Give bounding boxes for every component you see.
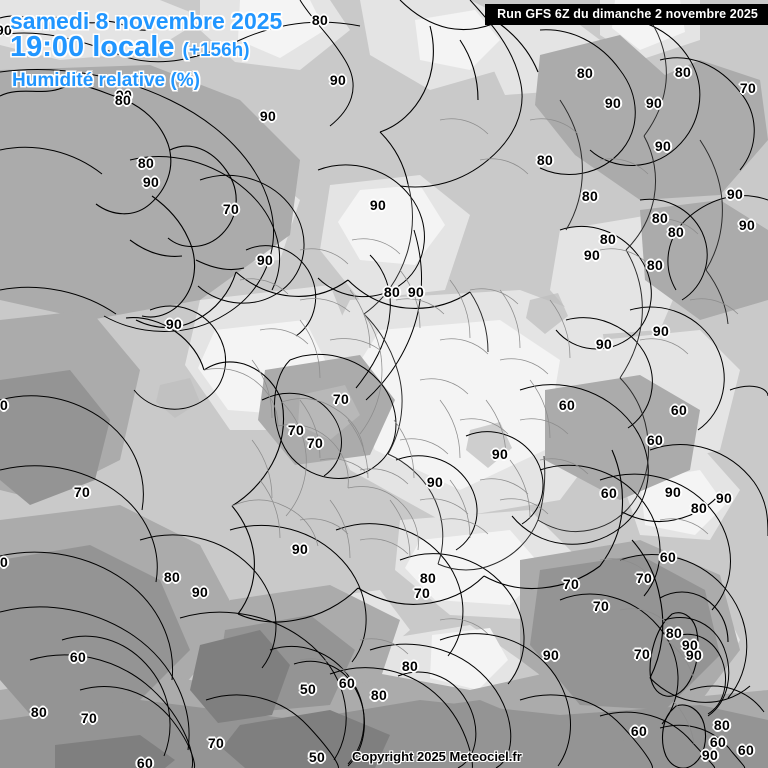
- contour-label: 80: [137, 155, 155, 171]
- forecast-lead-time: (+156h): [182, 40, 250, 61]
- contour-label: 80: [419, 570, 437, 586]
- contour-label: 90: [291, 541, 309, 557]
- contour-label: 70: [73, 484, 91, 500]
- copyright-notice: Copyright 2025 Meteociel.fr: [352, 749, 522, 764]
- contour-label: 50: [308, 749, 326, 765]
- contour-label: 80: [370, 687, 388, 703]
- contour-label: 90: [583, 247, 601, 263]
- contour-label: 90: [259, 108, 277, 124]
- country-border-paths: [363, 19, 729, 571]
- contour-label: 80: [576, 65, 594, 81]
- contour-label: 70: [207, 735, 225, 751]
- contour-label: 60: [659, 549, 677, 565]
- contour-label: 70: [635, 570, 653, 586]
- contour-label: 70: [80, 710, 98, 726]
- contour-label: 80: [536, 152, 554, 168]
- contour-label: 80: [30, 704, 48, 720]
- contour-label: 60: [558, 397, 576, 413]
- contour-label: 70: [222, 201, 240, 217]
- contour-label: 90: [701, 747, 719, 763]
- forecast-time-label: 19:00 locale (+156h): [10, 31, 250, 64]
- contour-label: 60: [69, 649, 87, 665]
- contour-label: 90: [115, 87, 133, 103]
- contour-label: 90: [604, 95, 622, 111]
- contour-label: 0: [0, 554, 9, 570]
- model-run-banner: Run GFS 6Z du dimanche 2 novembre 2025: [485, 4, 768, 25]
- contour-label: 60: [630, 723, 648, 739]
- forecast-time-text: 19:00 locale: [10, 31, 175, 63]
- contour-label: 80: [713, 717, 731, 733]
- contour-label: 80: [646, 257, 664, 273]
- parameter-label: Humidité relative (%): [12, 70, 200, 91]
- contour-label: 80: [401, 658, 419, 674]
- contour-label: 80: [674, 64, 692, 80]
- contour-label: 90: [664, 484, 682, 500]
- contour-label: 80: [581, 188, 599, 204]
- forecast-date-label: samedi 8 novembre 2025: [10, 8, 283, 34]
- contour-label: 70: [332, 391, 350, 407]
- contour-label: 80: [665, 625, 683, 641]
- contour-label: 80: [651, 210, 669, 226]
- contour-label: 90: [654, 138, 672, 154]
- contour-label: 80: [163, 569, 181, 585]
- contour-label: 90: [0, 22, 13, 38]
- contour-label: 90: [369, 197, 387, 213]
- contour-label: 80: [383, 284, 401, 300]
- contour-label: 90: [681, 637, 699, 653]
- contour-label: 90: [329, 72, 347, 88]
- contour-label: 90: [407, 284, 425, 300]
- contour-label: 60: [600, 485, 618, 501]
- contour-label: 90: [256, 252, 274, 268]
- contour-label: 90: [715, 490, 733, 506]
- contour-label: 90: [191, 584, 209, 600]
- contour-label: 60: [670, 402, 688, 418]
- contour-label: 70: [739, 80, 757, 96]
- coastline-paths: [0, 0, 751, 768]
- contour-label: 90: [726, 186, 744, 202]
- contour-label: 80: [599, 231, 617, 247]
- contour-label: 70: [633, 646, 651, 662]
- contour-label: 80: [114, 92, 132, 108]
- contour-label: 90: [595, 336, 613, 352]
- contour-label: 90: [542, 647, 560, 663]
- contour-label: 90: [142, 174, 160, 190]
- contour-label: 90: [645, 95, 663, 111]
- contour-label: 60: [646, 432, 664, 448]
- contour-label: 80: [667, 224, 685, 240]
- contour-label: 60: [709, 734, 727, 750]
- contour-label: 90: [491, 446, 509, 462]
- contour-label: 60: [737, 742, 755, 758]
- contour-label: 80: [690, 500, 708, 516]
- contour-label: 70: [413, 585, 431, 601]
- contour-label: 60: [338, 675, 356, 691]
- contour-label: 70: [562, 576, 580, 592]
- contour-label: 70: [287, 422, 305, 438]
- contour-label: 70: [592, 598, 610, 614]
- contour-label: 0: [0, 397, 9, 413]
- contour-label: 80: [311, 12, 329, 28]
- contour-label: 90: [426, 474, 444, 490]
- contour-label: 50: [299, 681, 317, 697]
- contour-label: 90: [165, 316, 183, 332]
- contour-label: 70: [306, 435, 324, 451]
- contour-label: 90: [685, 647, 703, 663]
- contour-label: 90: [652, 323, 670, 339]
- department-border-paths: [203, 118, 739, 745]
- contour-label: 60: [136, 755, 154, 768]
- contour-label: 90: [738, 217, 756, 233]
